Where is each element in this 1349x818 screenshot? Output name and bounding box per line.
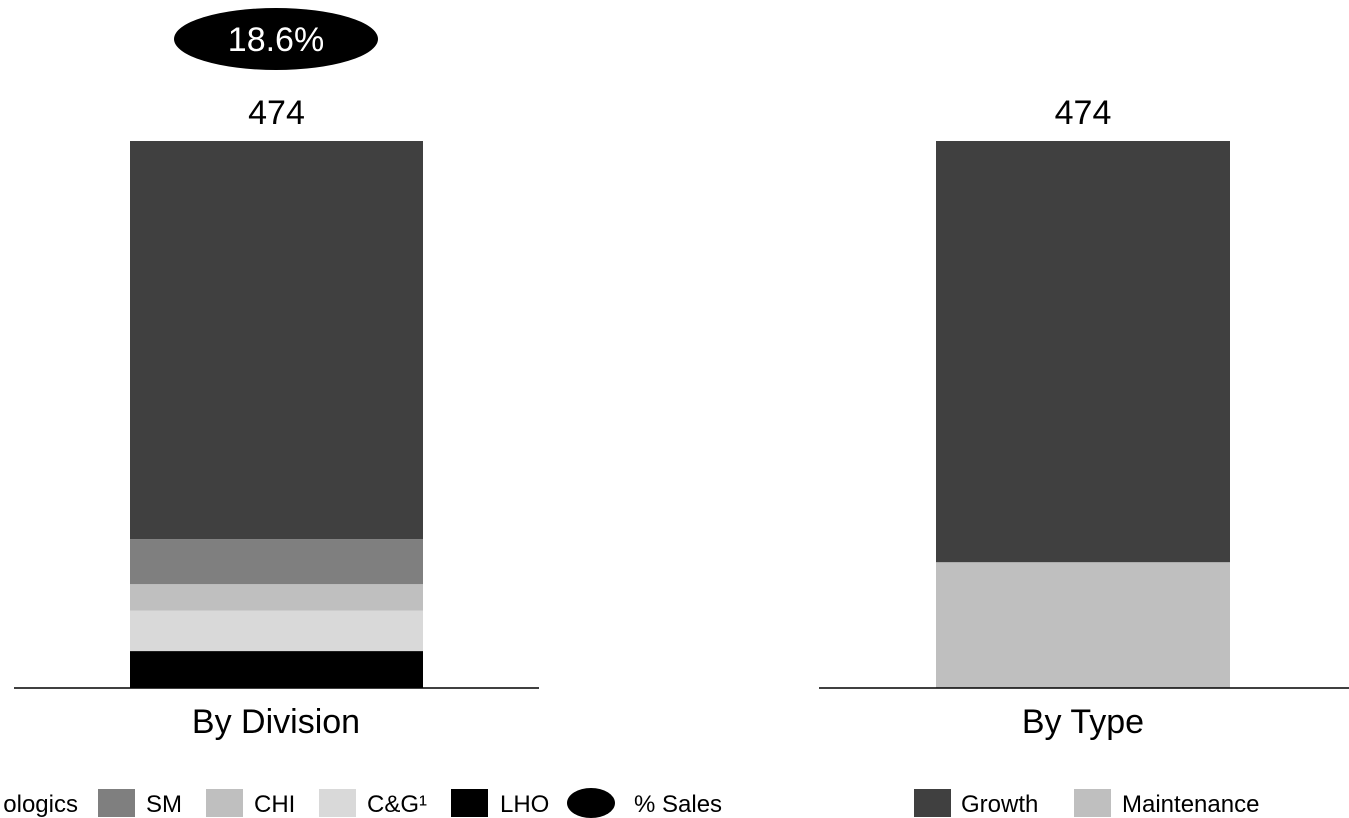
legend-sm-label: SM <box>146 791 182 818</box>
legend-sales-label: % Sales <box>634 791 722 818</box>
bar-segment-chi <box>130 584 423 611</box>
legend-maintenance-swatch <box>1074 789 1111 817</box>
x-axis-label: By Type <box>1022 703 1144 741</box>
legend-lho-swatch <box>451 789 488 817</box>
bar-segment-c-g <box>130 610 423 652</box>
bar-segment-lho <box>130 651 423 688</box>
pct-sales-bubble <box>174 8 378 70</box>
legend-growth-label: Growth <box>961 791 1038 818</box>
bar-total-label: 474 <box>248 94 305 132</box>
legend-biologics-label: ologics <box>3 791 78 818</box>
bar-segment-biologics <box>130 141 423 540</box>
chart-by-division: 474 18.6% By Division ologics SM CHI C&G¹ LHO % … <box>3 8 722 818</box>
chart-by-type: 474 By Type Growth Maintenance <box>819 94 1349 818</box>
bar-segment-sm <box>130 539 423 585</box>
legend-lho-label: LHO <box>500 791 549 818</box>
legend-chi-label: CHI <box>254 791 295 818</box>
bar-segment-growth <box>936 141 1230 563</box>
pct-sales-label: 18.6% <box>228 21 324 59</box>
legend-growth-swatch <box>914 789 951 817</box>
legend-sales-swatch <box>567 788 615 818</box>
legend-chi-swatch <box>206 789 243 817</box>
legend-c-g-label: C&G¹ <box>367 791 427 818</box>
x-axis-label: By Division <box>192 703 360 741</box>
legend-sm-swatch <box>98 789 135 817</box>
bar-segment-maintenance <box>936 562 1230 688</box>
legend-maintenance-label: Maintenance <box>1122 791 1259 818</box>
bar-total-label: 474 <box>1055 94 1112 132</box>
legend-c-g-swatch <box>319 789 356 817</box>
